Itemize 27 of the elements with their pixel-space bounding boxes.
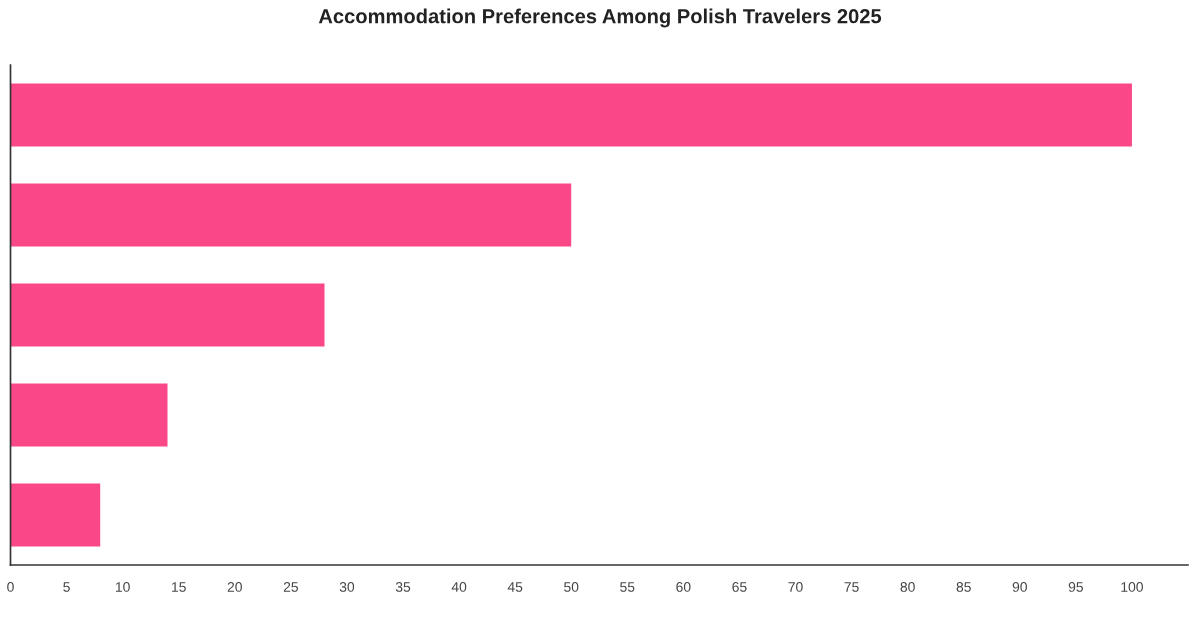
x-tick-label: 60 xyxy=(676,582,691,592)
x-tick-label: 25 xyxy=(283,582,298,592)
x-tick-label: 55 xyxy=(620,582,635,592)
x-tick-label: 20 xyxy=(227,582,242,592)
bar xyxy=(10,283,325,347)
x-tick-label: 10 xyxy=(115,582,130,592)
x-tick-label: 85 xyxy=(956,582,971,592)
bar xyxy=(10,183,572,247)
bar xyxy=(10,83,1132,147)
x-tick-label: 90 xyxy=(1012,582,1027,592)
bar xyxy=(10,483,101,547)
x-tick-label: 95 xyxy=(1068,582,1083,592)
x-tick-label: 65 xyxy=(732,582,747,592)
x-tick-label: 15 xyxy=(172,582,186,592)
x-tick-label: 75 xyxy=(844,582,859,592)
x-tick-label: 30 xyxy=(339,582,355,592)
x-tick-label: 70 xyxy=(788,582,803,592)
chart-title: Accommodation Preferences Among Polish Travelers 2025 xyxy=(318,8,882,28)
x-tick-label: 5 xyxy=(63,582,70,592)
x-tick-label: 45 xyxy=(507,582,523,592)
x-tick-label: 50 xyxy=(564,582,579,592)
x-tick-label: 0 xyxy=(7,582,14,592)
bar xyxy=(10,383,168,447)
x-tick-label: 80 xyxy=(900,582,915,592)
x-tick-label: 35 xyxy=(395,582,411,592)
x-tick-label: 40 xyxy=(451,582,467,592)
x-tick-label: 100 xyxy=(1121,582,1143,592)
